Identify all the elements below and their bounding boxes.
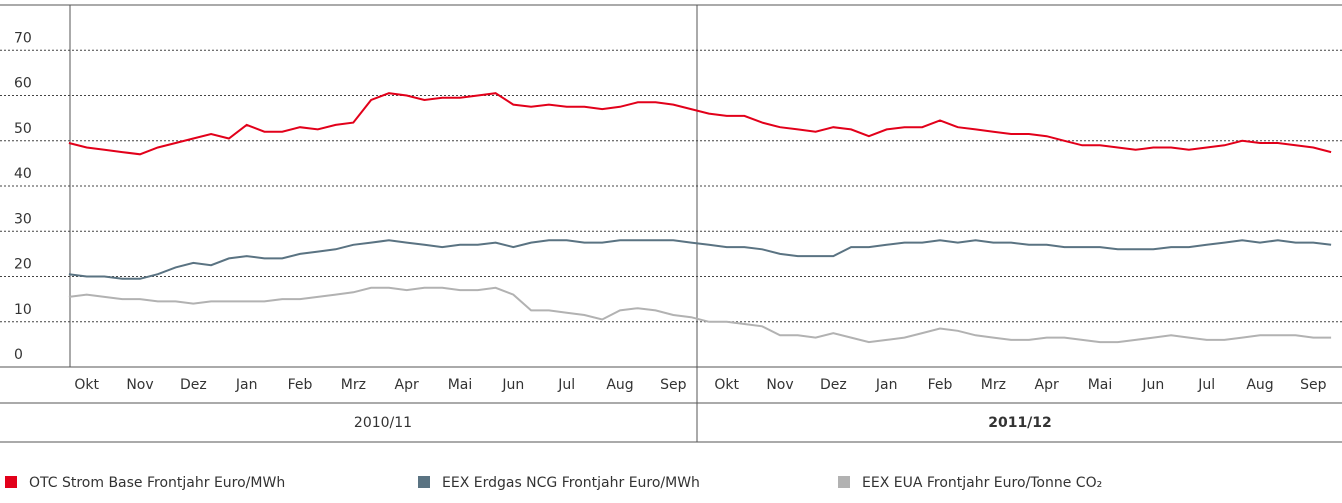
x-tick-label: Sep	[660, 377, 687, 393]
x-tick-label: Dez	[180, 377, 207, 393]
x-tick-label: Aug	[606, 377, 633, 393]
x-tick-label: Nov	[126, 377, 153, 393]
legend-swatch	[418, 476, 430, 488]
x-tick-label: Okt	[714, 377, 739, 393]
x-tick-label: Mai	[448, 377, 473, 393]
x-tick-label: Okt	[74, 377, 99, 393]
x-tick-label: Nov	[766, 377, 793, 393]
x-tick-label: Feb	[288, 377, 313, 393]
y-tick-label: 70	[14, 30, 32, 46]
period-label: 2010/11	[354, 415, 412, 431]
legend-label: EEX Erdgas NCG Frontjahr Euro/MWh	[442, 475, 700, 491]
series-line	[68, 286, 1332, 344]
y-tick-label: 50	[14, 121, 32, 137]
legend-swatch	[838, 476, 850, 488]
x-tick-label: Jul	[557, 377, 575, 393]
series-line	[68, 239, 1332, 280]
period-label: 2011/12	[988, 415, 1052, 431]
series-line	[68, 92, 1332, 156]
x-tick-label: Sep	[1300, 377, 1327, 393]
x-tick-label: Dez	[820, 377, 847, 393]
y-tick-label: 10	[14, 302, 32, 318]
x-tick-label: Apr	[1035, 377, 1059, 393]
x-tick-label: Jul	[1197, 377, 1215, 393]
legend-label: EEX EUA Frontjahr Euro/Tonne CO₂	[862, 475, 1102, 491]
x-tick-label: Mrz	[341, 377, 366, 393]
x-tick-label: Jun	[1141, 377, 1164, 393]
x-tick-label: Mrz	[981, 377, 1006, 393]
x-tick-label: Jun	[501, 377, 524, 393]
x-tick-label: Jan	[235, 377, 258, 393]
y-tick-label: 30	[14, 211, 32, 227]
y-tick-label: 20	[14, 257, 32, 273]
y-tick-label: 40	[14, 166, 32, 182]
x-tick-label: Aug	[1246, 377, 1273, 393]
x-tick-label: Jan	[875, 377, 898, 393]
x-tick-label: Mai	[1088, 377, 1113, 393]
x-tick-label: Feb	[928, 377, 953, 393]
legend-swatch	[5, 476, 17, 488]
y-tick-label: 60	[14, 76, 32, 92]
y-tick-label: 0	[14, 347, 23, 363]
x-tick-label: Apr	[395, 377, 419, 393]
legend-label: OTC Strom Base Frontjahr Euro/MWh	[29, 475, 285, 491]
